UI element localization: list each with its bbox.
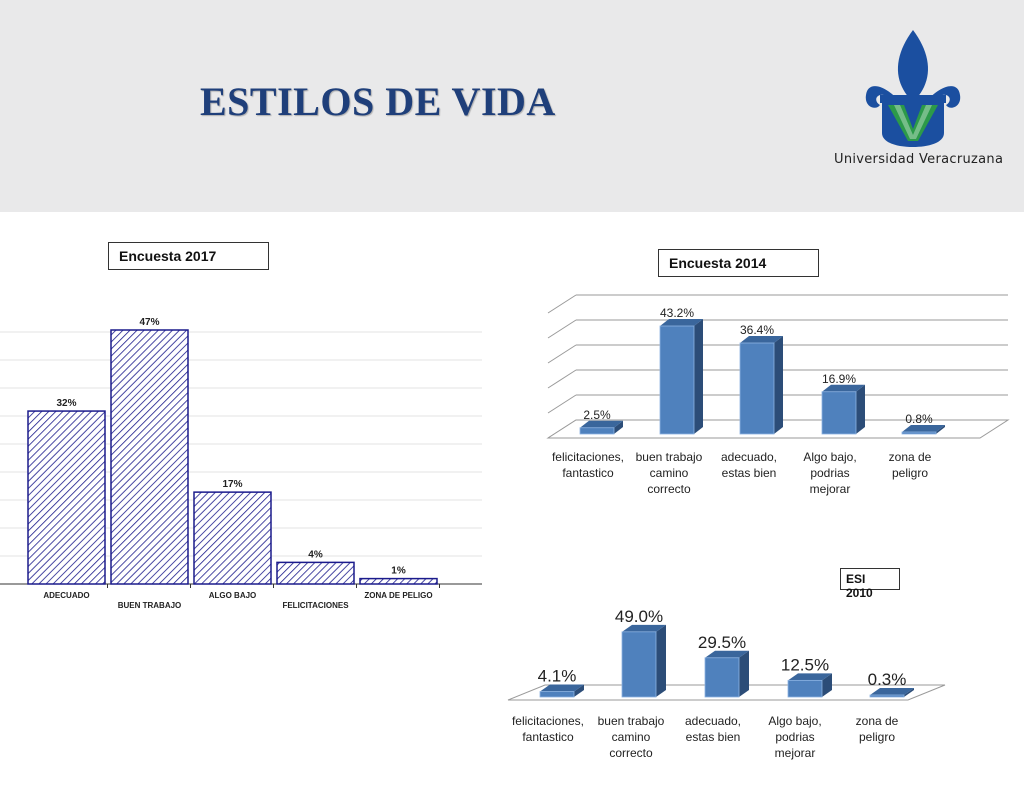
- bar-side: [574, 684, 584, 697]
- page-title: ESTILOS DE VIDA: [200, 79, 556, 124]
- data-label: 32%: [56, 398, 76, 409]
- bar-adecuado: [27, 410, 106, 585]
- bar: [821, 391, 857, 435]
- bar-side: [774, 336, 783, 434]
- tick-label: peligro: [859, 730, 895, 744]
- tick-label: correcto: [609, 746, 653, 760]
- tick-label: mejorar: [810, 482, 851, 496]
- tick-label: FELICITACIONES: [282, 601, 349, 610]
- bar-top: [622, 624, 666, 632]
- data-label: 16.9%: [822, 372, 856, 386]
- fleur-left-petal: [865, 86, 901, 109]
- tick-label: Algo bajo,: [803, 450, 856, 464]
- bar-top: [580, 420, 623, 428]
- bar-side: [694, 319, 703, 434]
- tick-label: podrias: [810, 466, 849, 480]
- bar: [787, 679, 823, 698]
- bar: [739, 342, 775, 435]
- fleur-band: [880, 95, 946, 103]
- bar-side: [656, 624, 666, 697]
- bar-side: [739, 650, 749, 697]
- tick-label: buen trabajo: [598, 714, 665, 728]
- bar: [704, 657, 740, 698]
- tick-label: BUEN TRABAJO: [118, 601, 182, 610]
- bar: [869, 694, 905, 698]
- data-label: 4.1%: [538, 667, 577, 686]
- data-label: 2.5%: [583, 408, 611, 422]
- bar-felicitaciones: [276, 561, 355, 585]
- data-label: 29.5%: [698, 633, 746, 652]
- bar-top: [870, 688, 914, 695]
- logo-v-green: [888, 105, 938, 141]
- bar: [659, 325, 695, 435]
- tick-label: camino: [650, 466, 689, 480]
- data-label: 0.3%: [868, 670, 907, 689]
- tick-label: buen trabajo: [636, 450, 703, 464]
- tick-label: podrias: [775, 730, 814, 744]
- university-logo-icon: [865, 30, 961, 147]
- bar-algo-bajo: [193, 491, 272, 585]
- bar-side: [856, 384, 865, 434]
- data-label: 47%: [139, 317, 159, 328]
- bar-top: [822, 384, 865, 392]
- tick-label: ADECUADO: [43, 591, 89, 600]
- gridline-diag: [547, 369, 577, 389]
- data-label: 0.8%: [905, 412, 933, 426]
- fleur-center-petal: [897, 30, 929, 103]
- bar: [579, 427, 615, 435]
- tick-label: ALGO BAJO: [209, 591, 257, 600]
- data-label: 43.2%: [660, 306, 694, 320]
- bar-side: [936, 425, 945, 434]
- tick-label: felicitaciones,: [512, 714, 584, 728]
- header-banner: ESTILOS DE VIDA Universidad Veracruzana: [0, 0, 1024, 212]
- bar: [539, 691, 575, 698]
- tick-label: peligro: [892, 466, 928, 480]
- tick-label: correcto: [647, 482, 691, 496]
- tick-label: mejorar: [775, 746, 816, 760]
- tick-label: felicitaciones,: [552, 450, 624, 464]
- bar-top: [540, 684, 584, 692]
- bar: [621, 631, 657, 698]
- data-label: 17%: [222, 479, 242, 490]
- fleur-right-petal: [925, 86, 961, 109]
- bar: [901, 431, 937, 435]
- gridline-diag: [547, 394, 577, 414]
- bar-side: [822, 673, 832, 697]
- data-label: 36.4%: [740, 323, 774, 337]
- tick-label: adecuado,: [685, 714, 741, 728]
- data-label: 4%: [308, 549, 323, 560]
- chart-2014-title-box: Encuesta 2014: [658, 249, 819, 277]
- tick-label: fantastico: [562, 466, 614, 480]
- tick-label: adecuado,: [721, 450, 777, 464]
- tick-label: fantastico: [522, 730, 574, 744]
- tick-label: Algo bajo,: [768, 714, 821, 728]
- chart-2010-title-box: ESI 2010: [840, 568, 900, 600]
- bar-buen-trabajo: [110, 329, 189, 585]
- bar-top: [788, 673, 832, 681]
- tick-label: estas bien: [722, 466, 777, 480]
- tick-label: camino: [612, 730, 651, 744]
- bar-top: [705, 650, 749, 658]
- bar-top: [740, 336, 783, 343]
- tick-label: zona de: [889, 450, 932, 464]
- tick-label: estas bien: [686, 730, 741, 744]
- bar-top: [660, 319, 703, 326]
- tick-label: ZONA DE PELIGO: [364, 591, 432, 600]
- bar-side: [904, 688, 914, 697]
- tick-label: zona de: [856, 714, 899, 728]
- bar-top: [902, 425, 945, 432]
- gridline-diag: [547, 344, 577, 364]
- logo-caption: Universidad Veracruzana: [834, 152, 1004, 167]
- chart-2017-title-box: Encuesta 2017: [108, 242, 269, 270]
- data-label: 1%: [391, 566, 406, 577]
- gridline-diag: [547, 294, 577, 314]
- data-label: 49.0%: [615, 607, 663, 626]
- gridline-diag: [547, 319, 577, 339]
- data-label: 12.5%: [781, 655, 829, 674]
- bar-side: [614, 420, 623, 434]
- bar-zona-de-peligo: [359, 577, 438, 585]
